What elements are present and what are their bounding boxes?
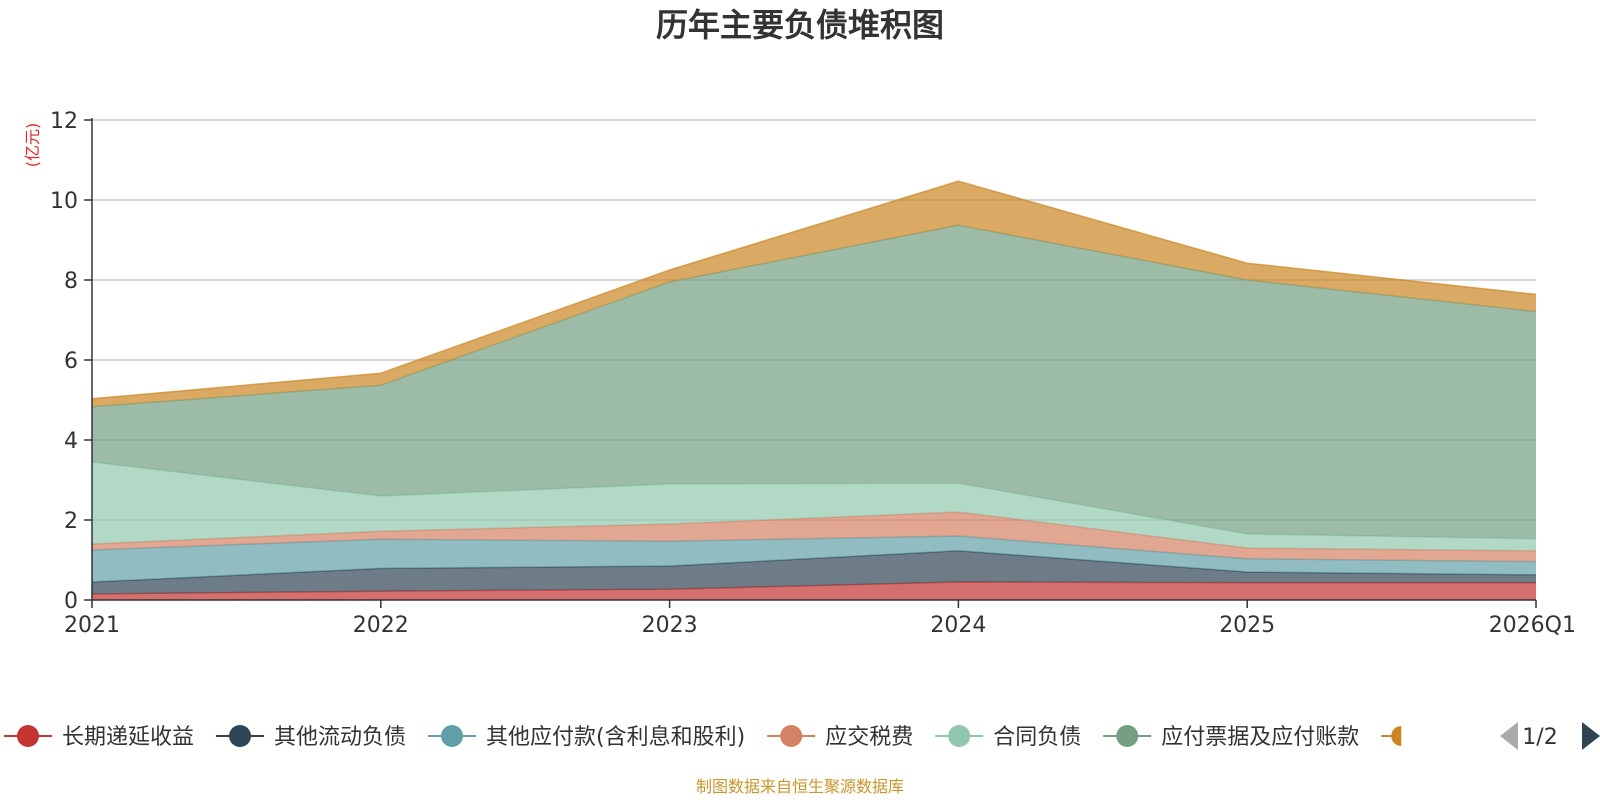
y-tick-label: 12 <box>50 109 78 134</box>
legend-item[interactable]: 应付票据及应付账款 <box>1103 725 1359 750</box>
area-series-7-edge <box>91 180 1537 400</box>
legend-label: 应交税费 <box>825 725 913 750</box>
area-series-7 <box>92 181 1536 407</box>
x-tick-label: 2026Q1 <box>1489 613 1576 638</box>
legend-item[interactable]: 其他应付款(含利息和股利) <box>428 725 745 750</box>
legend-prev-icon[interactable] <box>1500 722 1518 750</box>
chart-title: 历年主要负债堆积图 <box>656 6 944 44</box>
legend-pager: 1/2 <box>1500 722 1600 750</box>
legend-item[interactable]: 应交税费 <box>767 725 913 750</box>
legend-item[interactable]: 合同负债 <box>935 725 1081 750</box>
y-tick-label: 6 <box>64 349 78 374</box>
x-tick-label: 2022 <box>353 613 409 638</box>
legend-label: 其他应付款(含利息和股利) <box>486 725 745 750</box>
y-tick-label: 2 <box>64 509 78 534</box>
area-series-1 <box>92 582 1536 600</box>
x-tick-label: 2025 <box>1219 613 1275 638</box>
x-tick-label: 2023 <box>642 613 698 638</box>
legend-marker-icon <box>17 725 39 747</box>
y-tick-label: 4 <box>64 429 78 454</box>
legend-marker-icon <box>441 725 464 747</box>
axes: 0 2 4 6 8 10 12 2021 2022 2023 2024 2025 2026Q1 <box>50 109 1576 638</box>
area-series-5 <box>92 462 1536 551</box>
area-series-2 <box>92 550 1536 594</box>
y-tick-label: 10 <box>50 189 78 214</box>
legend-label: 合同负债 <box>993 725 1081 750</box>
data-source-note: 制图数据来自恒生聚源数据库 <box>696 777 904 796</box>
legend-page-indicator: 1/2 <box>1522 725 1557 750</box>
legend-label: 应付票据及应付账款 <box>1161 725 1359 750</box>
legend: 长期递延收益 其他流动负债 其他应付款(含利息和股利) 应交税费 合同负债 应付票据及应付… <box>4 725 1465 750</box>
x-tick-label: 2024 <box>930 613 986 638</box>
legend-item[interactable]: 其他 <box>1381 725 1465 750</box>
legend-item[interactable]: 长期递延收益 <box>4 725 194 750</box>
y-axis-unit-label: (亿元) <box>23 123 42 168</box>
legend-next-icon[interactable] <box>1582 722 1600 750</box>
legend-marker-icon <box>948 725 971 747</box>
legend-label: 其他流动负债 <box>274 725 406 750</box>
area-series-6 <box>92 225 1536 539</box>
area-series-3 <box>92 536 1536 582</box>
legend-marker-icon <box>1116 725 1139 747</box>
y-tick-label: 8 <box>64 269 78 294</box>
legend-marker-icon <box>229 725 252 747</box>
legend-marker-icon <box>780 725 803 747</box>
area-series-4 <box>92 512 1536 562</box>
legend-marker-icon <box>1391 726 1402 746</box>
y-tick-label: 0 <box>64 589 78 614</box>
legend-label: 长期递延收益 <box>62 725 194 750</box>
legend-item[interactable]: 其他流动负债 <box>216 725 406 750</box>
x-tick-label: 2021 <box>64 613 120 638</box>
area-series-group <box>91 180 1537 600</box>
